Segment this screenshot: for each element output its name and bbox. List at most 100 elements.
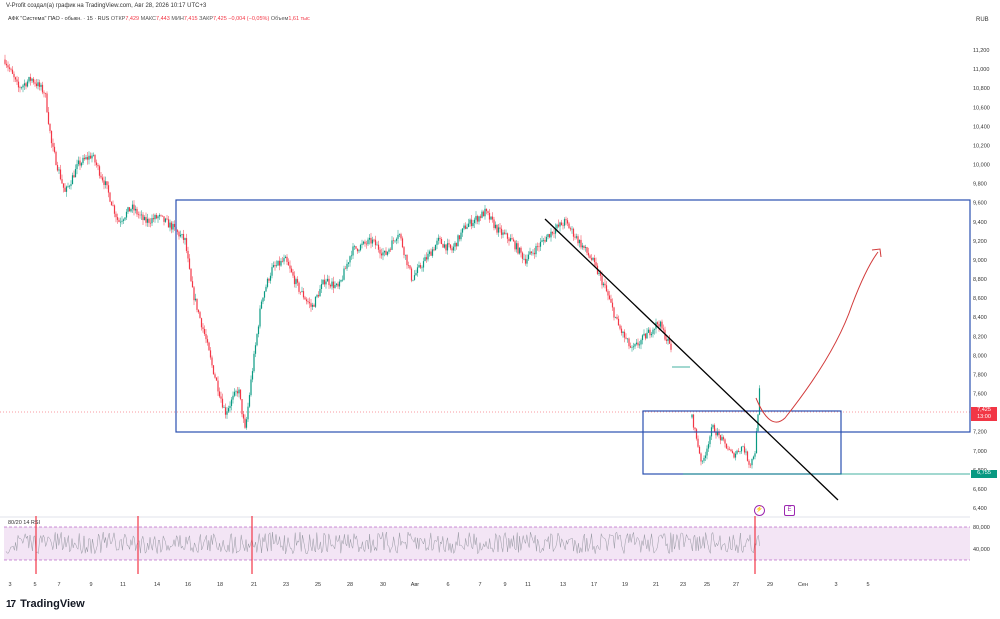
candle-body bbox=[478, 216, 480, 222]
candle-body bbox=[593, 258, 596, 263]
candle-body bbox=[161, 215, 164, 217]
candle-body bbox=[637, 342, 639, 346]
candle-body bbox=[616, 316, 618, 319]
candle-body bbox=[353, 246, 356, 247]
candle-body bbox=[536, 246, 539, 247]
candle-body bbox=[55, 151, 57, 166]
candle-body bbox=[568, 223, 570, 229]
candle-body bbox=[11, 69, 14, 74]
candle-body bbox=[350, 255, 353, 257]
price-tick-label: 10,000 bbox=[973, 163, 990, 169]
candle-body bbox=[467, 223, 470, 228]
candle-body bbox=[634, 344, 636, 347]
candle-body bbox=[758, 388, 761, 415]
trend-line[interactable] bbox=[544, 218, 839, 501]
candle-body bbox=[163, 216, 165, 222]
candle-body bbox=[590, 258, 593, 260]
split-icon[interactable]: ⚡ bbox=[754, 505, 765, 516]
candle-body bbox=[181, 234, 183, 235]
candle-body bbox=[47, 112, 50, 124]
candle-body bbox=[416, 267, 419, 273]
candle-body bbox=[613, 307, 615, 318]
candle-body bbox=[193, 287, 195, 301]
candle-body bbox=[755, 431, 758, 454]
candle-body bbox=[628, 338, 630, 347]
candle-body bbox=[379, 249, 381, 254]
candle-body bbox=[668, 338, 671, 344]
candle-body bbox=[746, 451, 749, 461]
candle-body bbox=[736, 450, 738, 454]
candle-body bbox=[74, 169, 77, 178]
candle-body bbox=[476, 216, 479, 222]
tradingview-brand[interactable]: 17 TradingView bbox=[6, 598, 85, 610]
candle-body bbox=[67, 186, 69, 187]
candle-body bbox=[311, 304, 314, 307]
candle-body bbox=[341, 279, 344, 281]
candle-body bbox=[494, 224, 497, 229]
candle-body bbox=[643, 333, 645, 336]
candle-body bbox=[547, 234, 549, 237]
low-label: МИН bbox=[171, 16, 184, 22]
candle-body bbox=[592, 258, 594, 260]
symbol-name[interactable]: АФК "Система" ПАО - обыкн. · 15 · RUS bbox=[8, 16, 110, 22]
symbol-legend: АФК "Система" ПАО - обыкн. · 15 · RUS ОТ… bbox=[8, 16, 310, 22]
candle-body bbox=[409, 265, 411, 269]
candle-body bbox=[23, 83, 26, 86]
candle-body bbox=[395, 238, 398, 241]
candle-body bbox=[418, 265, 420, 268]
candle-body bbox=[118, 219, 120, 222]
candle-body bbox=[188, 258, 191, 269]
candle-body bbox=[314, 296, 317, 307]
candle-body bbox=[640, 340, 642, 345]
candle-body bbox=[730, 449, 732, 452]
currency-label[interactable]: RUB bbox=[976, 17, 989, 23]
resistance-range-box[interactable] bbox=[175, 199, 971, 433]
candle-body bbox=[524, 258, 527, 264]
candle-body bbox=[242, 414, 245, 419]
candle-body bbox=[4, 59, 6, 64]
candle-body bbox=[556, 224, 558, 229]
candle-body bbox=[391, 240, 393, 250]
candle-body bbox=[230, 399, 233, 406]
candle-body bbox=[472, 223, 474, 227]
candle-body bbox=[7, 65, 9, 68]
candle-body bbox=[340, 280, 342, 282]
open-value: 7,429 bbox=[125, 16, 140, 22]
candle-body bbox=[320, 284, 323, 290]
time-tick-label: 11 bbox=[525, 582, 531, 588]
candle-body bbox=[665, 339, 668, 341]
candle-body bbox=[425, 257, 428, 260]
candle-body bbox=[148, 218, 150, 223]
candle-body bbox=[187, 250, 189, 259]
candle-body bbox=[527, 254, 530, 260]
candle-body bbox=[14, 77, 17, 80]
candles-layer bbox=[4, 54, 761, 469]
candle-body bbox=[557, 224, 560, 227]
time-tick-label: 23 bbox=[680, 582, 686, 588]
candle-body bbox=[704, 455, 707, 458]
candle-body bbox=[650, 333, 653, 336]
price-tick-label: 7,600 bbox=[973, 392, 987, 398]
candle-body bbox=[644, 333, 647, 339]
candle-body bbox=[470, 219, 473, 227]
candle-body bbox=[473, 219, 476, 224]
rsi-legend[interactable]: 80/20 14 RSI bbox=[8, 520, 41, 526]
candle-body bbox=[706, 448, 708, 456]
candle-body bbox=[443, 244, 446, 248]
candle-body bbox=[25, 83, 27, 87]
candle-body bbox=[139, 214, 141, 216]
candle-body bbox=[337, 283, 339, 287]
consolidation-box[interactable] bbox=[642, 410, 842, 475]
candle-body bbox=[503, 232, 506, 234]
time-axis[interactable]: 3 5 7 9 11 14 16 18 21 23 25 28 30 Авг 6 7 9 11 13 17 19 21 23… bbox=[8, 582, 869, 588]
price-axis[interactable]: 11,200 11,000 10,800 10,600 10,400 10,200 10,0… bbox=[973, 48, 990, 512]
candle-body bbox=[749, 464, 752, 466]
candle-body bbox=[106, 181, 108, 186]
projection-path[interactable] bbox=[755, 251, 879, 423]
candle-body bbox=[122, 219, 125, 221]
earnings-icon[interactable]: E bbox=[784, 505, 795, 516]
high-value: 7,443 bbox=[156, 16, 170, 22]
price-tick-label: 7,200 bbox=[973, 430, 987, 436]
candle-body bbox=[380, 253, 383, 256]
